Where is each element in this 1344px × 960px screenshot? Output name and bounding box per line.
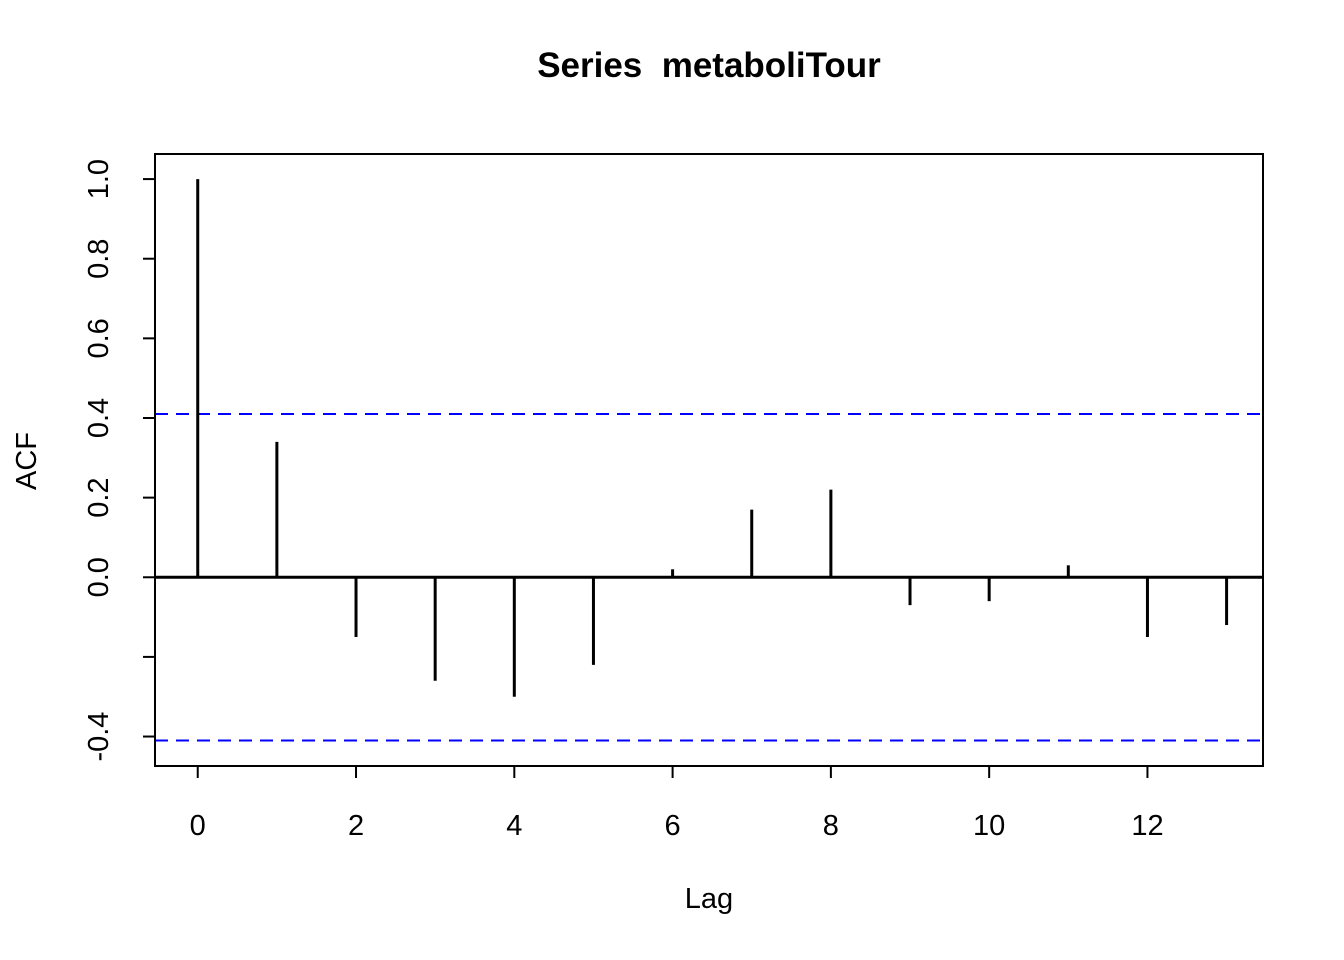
x-tick-label: 10: [973, 810, 1005, 842]
x-tick-label: 0: [190, 810, 206, 842]
y-tick-label: 1.0: [83, 159, 115, 199]
x-tick-label: 6: [665, 810, 681, 842]
y-tick-label: -0.4: [83, 712, 115, 762]
plot-box: [154, 153, 1264, 767]
y-axis-title: ACF: [11, 432, 43, 490]
y-tick-label: 0.0: [83, 557, 115, 597]
x-tick-label: 8: [823, 810, 839, 842]
x-tick-label: 2: [348, 810, 364, 842]
x-tick-label: 4: [506, 810, 522, 842]
y-tick-label: 0.2: [83, 477, 115, 517]
y-tick-label: 0.6: [83, 318, 115, 358]
chart-title: Series metaboliTour: [537, 46, 881, 85]
x-tick-label: 12: [1131, 810, 1163, 842]
y-tick-label: 0.8: [83, 239, 115, 279]
x-axis-title: Lag: [684, 883, 734, 915]
y-tick-label: 0.4: [83, 398, 115, 438]
